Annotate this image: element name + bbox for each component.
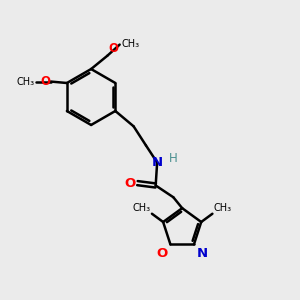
- Text: N: N: [196, 247, 207, 260]
- Text: CH₃: CH₃: [214, 202, 232, 213]
- Text: CH₃: CH₃: [133, 202, 151, 213]
- Text: O: O: [40, 75, 50, 88]
- Text: O: O: [157, 247, 168, 260]
- Text: CH₃: CH₃: [16, 76, 34, 86]
- Text: O: O: [108, 42, 118, 55]
- Text: CH₃: CH₃: [121, 39, 139, 49]
- Text: N: N: [152, 156, 163, 169]
- Text: O: O: [124, 177, 136, 190]
- Text: H: H: [169, 152, 178, 166]
